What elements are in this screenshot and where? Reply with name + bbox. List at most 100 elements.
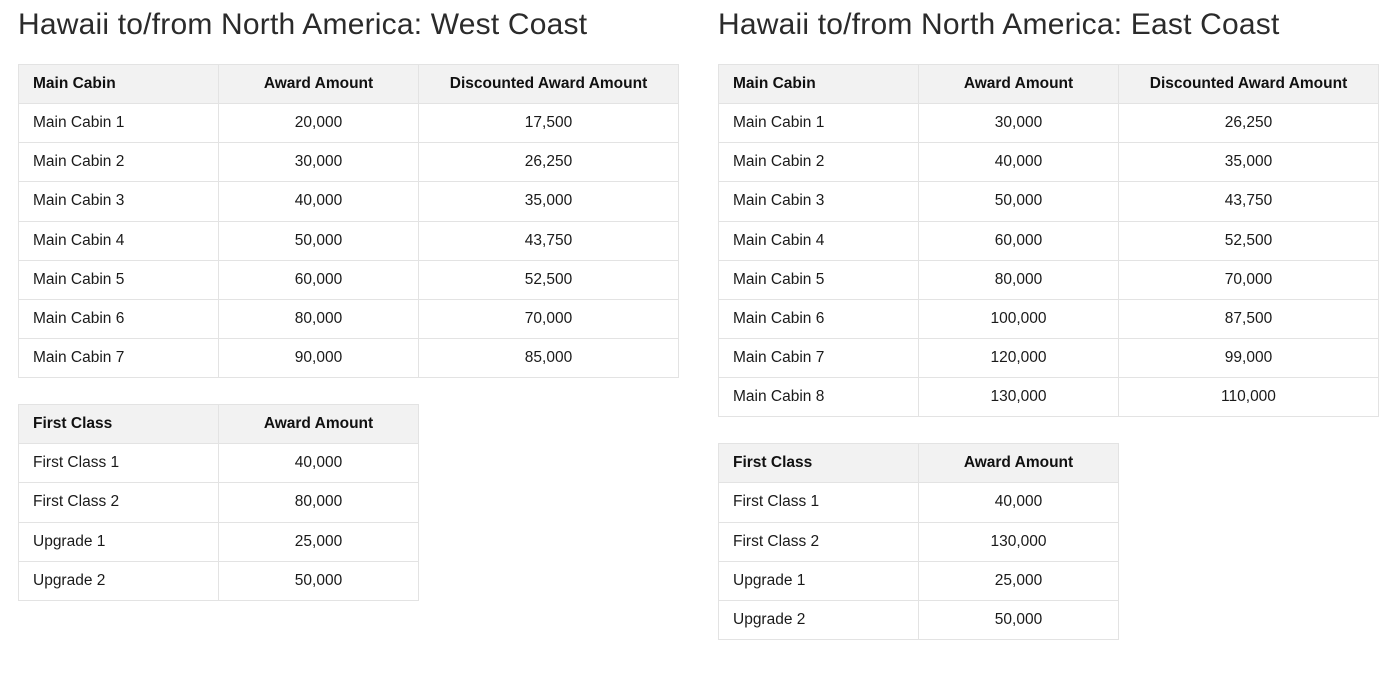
cell: Upgrade 1 [19,522,219,561]
table-row: Main Cabin 230,00026,250 [19,143,679,182]
cell: 30,000 [919,104,1119,143]
cell: 130,000 [919,378,1119,417]
cell: 25,000 [919,561,1119,600]
cell: 50,000 [219,221,419,260]
cell: Upgrade 2 [719,600,919,639]
table-header-row: Main Cabin Award Amount Discounted Award… [719,65,1379,104]
cell: Main Cabin 6 [19,299,219,338]
cell: 100,000 [919,299,1119,338]
table-row: Main Cabin 350,00043,750 [719,182,1379,221]
table-header-row: First Class Award Amount [719,444,1119,483]
table-row: Upgrade 125,000 [19,522,419,561]
cell: 70,000 [419,299,679,338]
col-header: Main Cabin [719,65,919,104]
table-row: Main Cabin 460,00052,500 [719,221,1379,260]
col-header: First Class [719,444,919,483]
cell: 40,000 [219,182,419,221]
two-column-layout: Hawaii to/from North America: West Coast… [18,8,1382,666]
cell: 35,000 [1119,143,1379,182]
cell: 87,500 [1119,299,1379,338]
cell: First Class 1 [719,483,919,522]
cell: Main Cabin 2 [19,143,219,182]
cell: First Class 2 [19,483,219,522]
west-main-cabin-table: Main Cabin Award Amount Discounted Award… [18,64,679,378]
table-row: Main Cabin 7120,00099,000 [719,338,1379,377]
cell: 120,000 [919,338,1119,377]
cell: 80,000 [219,483,419,522]
cell: 50,000 [919,182,1119,221]
cell: Main Cabin 7 [719,338,919,377]
cell: Main Cabin 1 [19,104,219,143]
cell: 80,000 [919,260,1119,299]
cell: 50,000 [219,561,419,600]
east-first-class-table: First Class Award Amount First Class 140… [718,443,1119,640]
table-row: Main Cabin 680,00070,000 [19,299,679,338]
cell: 99,000 [1119,338,1379,377]
table-header-row: First Class Award Amount [19,405,419,444]
cell: 85,000 [419,338,679,377]
table-header-row: Main Cabin Award Amount Discounted Award… [19,65,679,104]
cell: 43,750 [419,221,679,260]
cell: Main Cabin 4 [719,221,919,260]
east-main-cabin-table: Main Cabin Award Amount Discounted Award… [718,64,1379,417]
col-header: Award Amount [219,405,419,444]
cell: 26,250 [419,143,679,182]
cell: 70,000 [1119,260,1379,299]
table-row: Upgrade 250,000 [719,600,1119,639]
cell: 60,000 [919,221,1119,260]
table-row: First Class 140,000 [19,444,419,483]
cell: Main Cabin 3 [719,182,919,221]
cell: 17,500 [419,104,679,143]
cell: 40,000 [919,483,1119,522]
table-row: Main Cabin 6100,00087,500 [719,299,1379,338]
cell: 20,000 [219,104,419,143]
cell: 110,000 [1119,378,1379,417]
table-row: Main Cabin 130,00026,250 [719,104,1379,143]
table-row: Upgrade 125,000 [719,561,1119,600]
table-row: First Class 140,000 [719,483,1119,522]
cell: First Class 2 [719,522,919,561]
table-row: Main Cabin 790,00085,000 [19,338,679,377]
cell: 50,000 [919,600,1119,639]
cell: 43,750 [1119,182,1379,221]
col-header: Discounted Award Amount [1119,65,1379,104]
cell: Main Cabin 7 [19,338,219,377]
table-row: Main Cabin 240,00035,000 [719,143,1379,182]
cell: 90,000 [219,338,419,377]
table-row: Upgrade 250,000 [19,561,419,600]
cell: Main Cabin 2 [719,143,919,182]
east-title: Hawaii to/from North America: East Coast [718,8,1382,42]
cell: 60,000 [219,260,419,299]
east-coast-section: Hawaii to/from North America: East Coast… [718,8,1382,666]
cell: 35,000 [419,182,679,221]
table-row: First Class 2130,000 [719,522,1119,561]
col-header: First Class [19,405,219,444]
col-header: Award Amount [919,65,1119,104]
cell: 25,000 [219,522,419,561]
table-row: Main Cabin 120,00017,500 [19,104,679,143]
table-row: Main Cabin 560,00052,500 [19,260,679,299]
cell: Main Cabin 1 [719,104,919,143]
west-title: Hawaii to/from North America: West Coast [18,8,682,42]
cell: Main Cabin 3 [19,182,219,221]
table-row: Main Cabin 450,00043,750 [19,221,679,260]
cell: Upgrade 1 [719,561,919,600]
west-coast-section: Hawaii to/from North America: West Coast… [18,8,682,627]
col-header: Award Amount [919,444,1119,483]
cell: Main Cabin 4 [19,221,219,260]
cell: 30,000 [219,143,419,182]
table-row: Main Cabin 580,00070,000 [719,260,1379,299]
col-header: Award Amount [219,65,419,104]
cell: 26,250 [1119,104,1379,143]
cell: Main Cabin 5 [19,260,219,299]
cell: Upgrade 2 [19,561,219,600]
cell: First Class 1 [19,444,219,483]
cell: 52,500 [419,260,679,299]
table-row: Main Cabin 8130,000110,000 [719,378,1379,417]
cell: 130,000 [919,522,1119,561]
cell: Main Cabin 6 [719,299,919,338]
west-first-class-table: First Class Award Amount First Class 140… [18,404,419,601]
cell: Main Cabin 5 [719,260,919,299]
col-header: Discounted Award Amount [419,65,679,104]
cell: 40,000 [219,444,419,483]
